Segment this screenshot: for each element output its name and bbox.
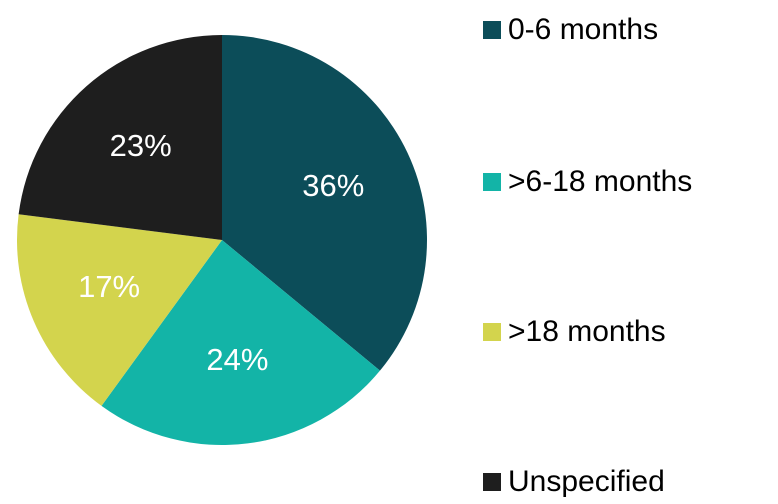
data-label: 23%: [110, 128, 172, 163]
data-label: 17%: [78, 269, 140, 304]
legend-swatch: [483, 21, 501, 39]
pie-slice: [222, 35, 427, 371]
data-label: 36%: [302, 168, 364, 203]
data-label: 24%: [206, 342, 268, 377]
legend-label: >18 months: [508, 315, 666, 348]
pie-slice: [101, 240, 380, 445]
legend-swatch: [483, 173, 501, 191]
pie-slice: [18, 35, 222, 240]
legend-swatch: [483, 473, 501, 491]
legend-swatch: [483, 323, 501, 341]
pie-slice: [16, 214, 222, 406]
legend-label: >6-18 months: [508, 165, 692, 198]
legend-label: 0-6 months: [508, 13, 658, 46]
legend-label: Unspecified: [508, 465, 665, 498]
